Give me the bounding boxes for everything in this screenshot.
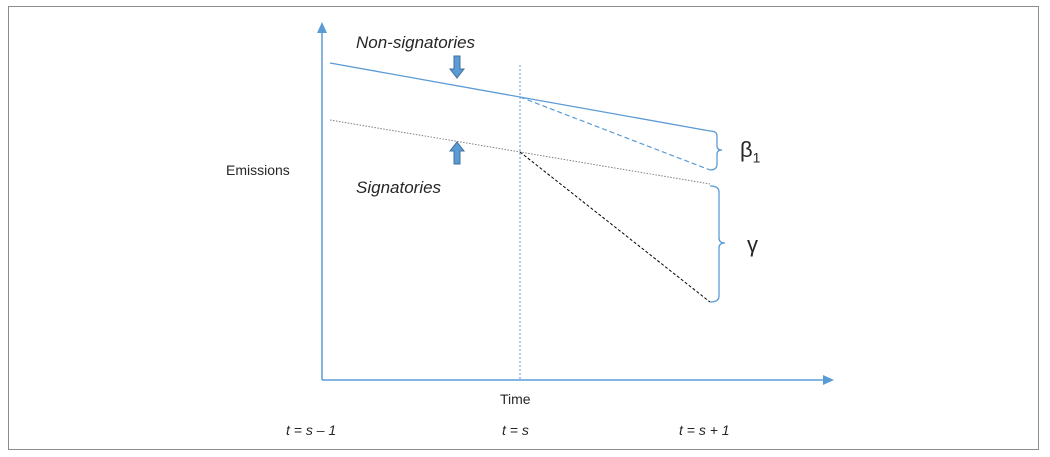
figure-frame [8, 6, 1039, 450]
signatories-counterfactual-line [519, 151, 711, 303]
y-axis-arrowhead [317, 22, 327, 33]
non-signatories-counterfactual-line [519, 96, 711, 171]
tick-label-s-plus-1: t = s + 1 [679, 422, 730, 438]
beta-bracket [709, 130, 723, 171]
beta-label: β1 [740, 137, 760, 165]
tick-label-s-minus-1: t = s – 1 [286, 422, 337, 438]
beta-subscript: 1 [752, 149, 761, 166]
x-axis-arrowhead [823, 375, 834, 385]
arrow-up-icon [448, 141, 466, 165]
gamma-label: γ [747, 232, 758, 257]
signatories-label: Signatories [356, 178, 442, 197]
tick-label-s: t = s [502, 422, 529, 438]
y-axis-label: Emissions [226, 162, 290, 178]
beta-symbol: β [740, 137, 753, 162]
x-axis-label: Time [500, 391, 531, 407]
non-signatories-label: Non-signatories [356, 33, 476, 52]
arrow-down-icon [448, 55, 466, 79]
gamma-bracket [709, 185, 726, 303]
